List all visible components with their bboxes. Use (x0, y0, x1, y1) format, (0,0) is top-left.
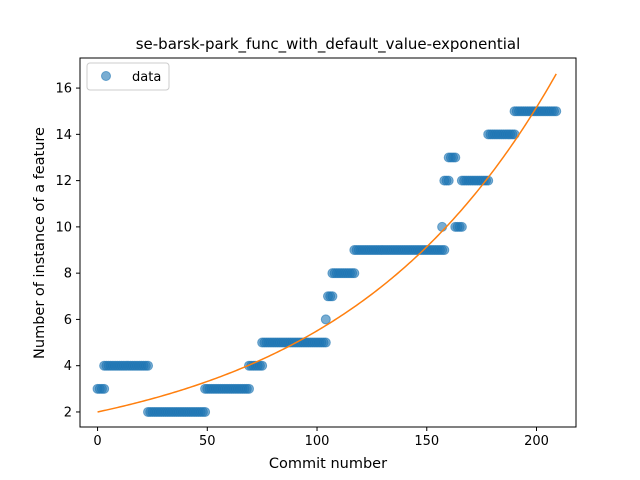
y-tick-label: 14 (55, 128, 72, 143)
x-tick-label: 50 (199, 434, 216, 449)
y-tick-label: 16 (55, 82, 72, 97)
legend-frame (86, 62, 170, 91)
y-axis-label: Number of instance of a feature (32, 127, 48, 359)
data-point (443, 175, 454, 186)
y-tick-label: 2 (64, 405, 72, 420)
y-tick-label: 12 (55, 174, 72, 189)
axes-frame (79, 57, 577, 428)
y-tick-label: 8 (64, 267, 72, 282)
y-tick-label: 10 (55, 220, 72, 235)
data-point (320, 337, 331, 348)
data-point (320, 314, 331, 325)
x-axis-label: Commit number (269, 456, 387, 472)
plot-area: 0 50 100 150 200 2 4 6 8 10 12 14 16 (55, 57, 577, 449)
data-point (483, 175, 494, 186)
legend: data (86, 62, 170, 91)
data-point (99, 383, 110, 394)
data-point (551, 106, 562, 117)
x-tick-label: 0 (93, 434, 101, 449)
x-tick-label: 200 (524, 434, 549, 449)
data-point (143, 360, 154, 371)
data-point (257, 360, 268, 371)
data-point (200, 406, 211, 417)
x-tick-label: 100 (305, 434, 330, 449)
y-tick-label: 4 (64, 359, 72, 374)
data-point (456, 221, 467, 232)
fit-line (97, 73, 557, 413)
data-point (327, 291, 338, 302)
data-point (450, 152, 461, 163)
legend-label-data: data (132, 70, 161, 85)
data-point (439, 245, 450, 256)
y-tick-label: 6 (64, 313, 72, 328)
x-tick-label: 150 (414, 434, 439, 449)
chart-title: se-barsk-park_func_with_default_value-ex… (136, 35, 521, 54)
data-point (349, 268, 360, 279)
data-point (243, 383, 254, 394)
legend-marker-data (101, 71, 111, 81)
